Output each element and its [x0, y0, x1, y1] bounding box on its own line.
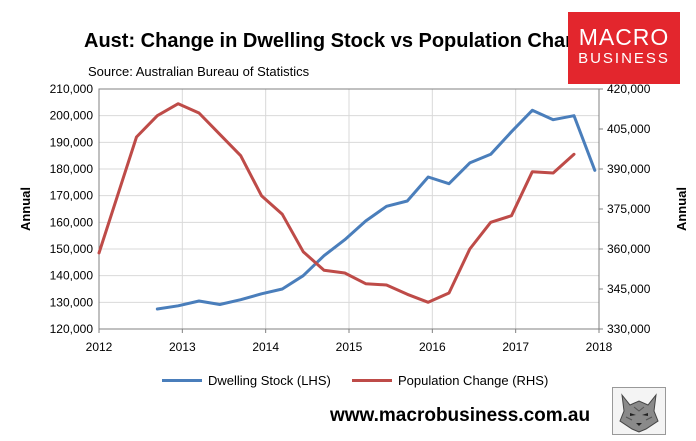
- legend-swatch-dwelling-stock: [162, 379, 202, 382]
- y-tick-label-left: 150,000: [50, 242, 94, 256]
- y-tick-label-left: 210,000: [50, 82, 94, 96]
- x-tick-label: 2018: [586, 340, 613, 354]
- series-line-population-change: [97, 102, 576, 304]
- y-axis-label-left: Annual: [18, 187, 33, 231]
- legend-swatch-population-change: [352, 379, 392, 382]
- wolf-icon: [612, 387, 666, 435]
- x-tick-label: 2014: [252, 340, 279, 354]
- series-line-dwelling-stock: [155, 108, 597, 311]
- y-tick-label-left: 180,000: [50, 162, 94, 176]
- website-url: www.macrobusiness.com.au: [330, 405, 591, 426]
- y-axis-label-right: Annual: [674, 187, 689, 231]
- y-tick-label-right: 360,000: [607, 242, 651, 256]
- legend-item-dwelling-stock: Dwelling Stock (LHS): [162, 373, 331, 388]
- legend-label-population-change: Population Change (RHS): [398, 373, 549, 388]
- y-tick-label-right: 330,000: [607, 322, 651, 336]
- x-tick-label: 2017: [502, 340, 529, 354]
- logo-line-1: MACRO: [578, 24, 670, 50]
- y-tick-label-right: 420,000: [607, 82, 651, 96]
- chart-title: Aust: Change in Dwelling Stock vs Popula…: [84, 30, 601, 52]
- x-tick-label: 2015: [336, 340, 363, 354]
- y-tick-label-left: 200,000: [50, 109, 94, 123]
- y-tick-label-left: 130,000: [50, 295, 94, 309]
- series-lines: [97, 102, 597, 311]
- y-tick-label-left: 140,000: [50, 269, 94, 283]
- x-tick-label: 2016: [419, 340, 446, 354]
- chart-subtitle: Source: Australian Bureau of Statistics: [88, 64, 310, 79]
- x-tick-label: 2012: [86, 340, 113, 354]
- macrobusiness-logo: MACRO BUSINESS: [568, 12, 680, 84]
- y-tick-label-right: 405,000: [607, 122, 651, 136]
- gridlines: [99, 88, 599, 330]
- y-tick-label-left: 160,000: [50, 215, 94, 229]
- legend-label-dwelling-stock: Dwelling Stock (LHS): [208, 373, 331, 388]
- y-tick-label-right: 375,000: [607, 202, 651, 216]
- x-tick-label: 2013: [169, 340, 196, 354]
- y-tick-label-left: 190,000: [50, 135, 94, 149]
- legend-item-population-change: Population Change (RHS): [352, 373, 548, 388]
- logo-line-2: BUSINESS: [578, 50, 670, 67]
- y-tick-label-left: 170,000: [50, 189, 94, 203]
- axes: 120,000 130,000 140,000 150,000 160,000 170,0…: [50, 82, 651, 354]
- y-tick-label-right: 345,000: [607, 282, 651, 296]
- y-tick-label-left: 120,000: [50, 322, 94, 336]
- y-tick-label-right: 390,000: [607, 162, 651, 176]
